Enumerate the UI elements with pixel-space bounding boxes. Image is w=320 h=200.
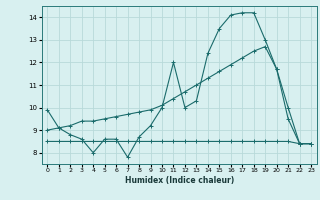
X-axis label: Humidex (Indice chaleur): Humidex (Indice chaleur) bbox=[124, 176, 234, 185]
